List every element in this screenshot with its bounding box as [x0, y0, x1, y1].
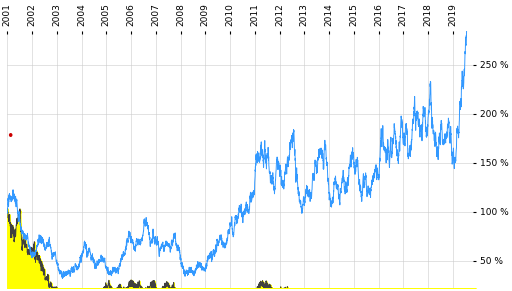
Text: •: •	[6, 130, 13, 143]
